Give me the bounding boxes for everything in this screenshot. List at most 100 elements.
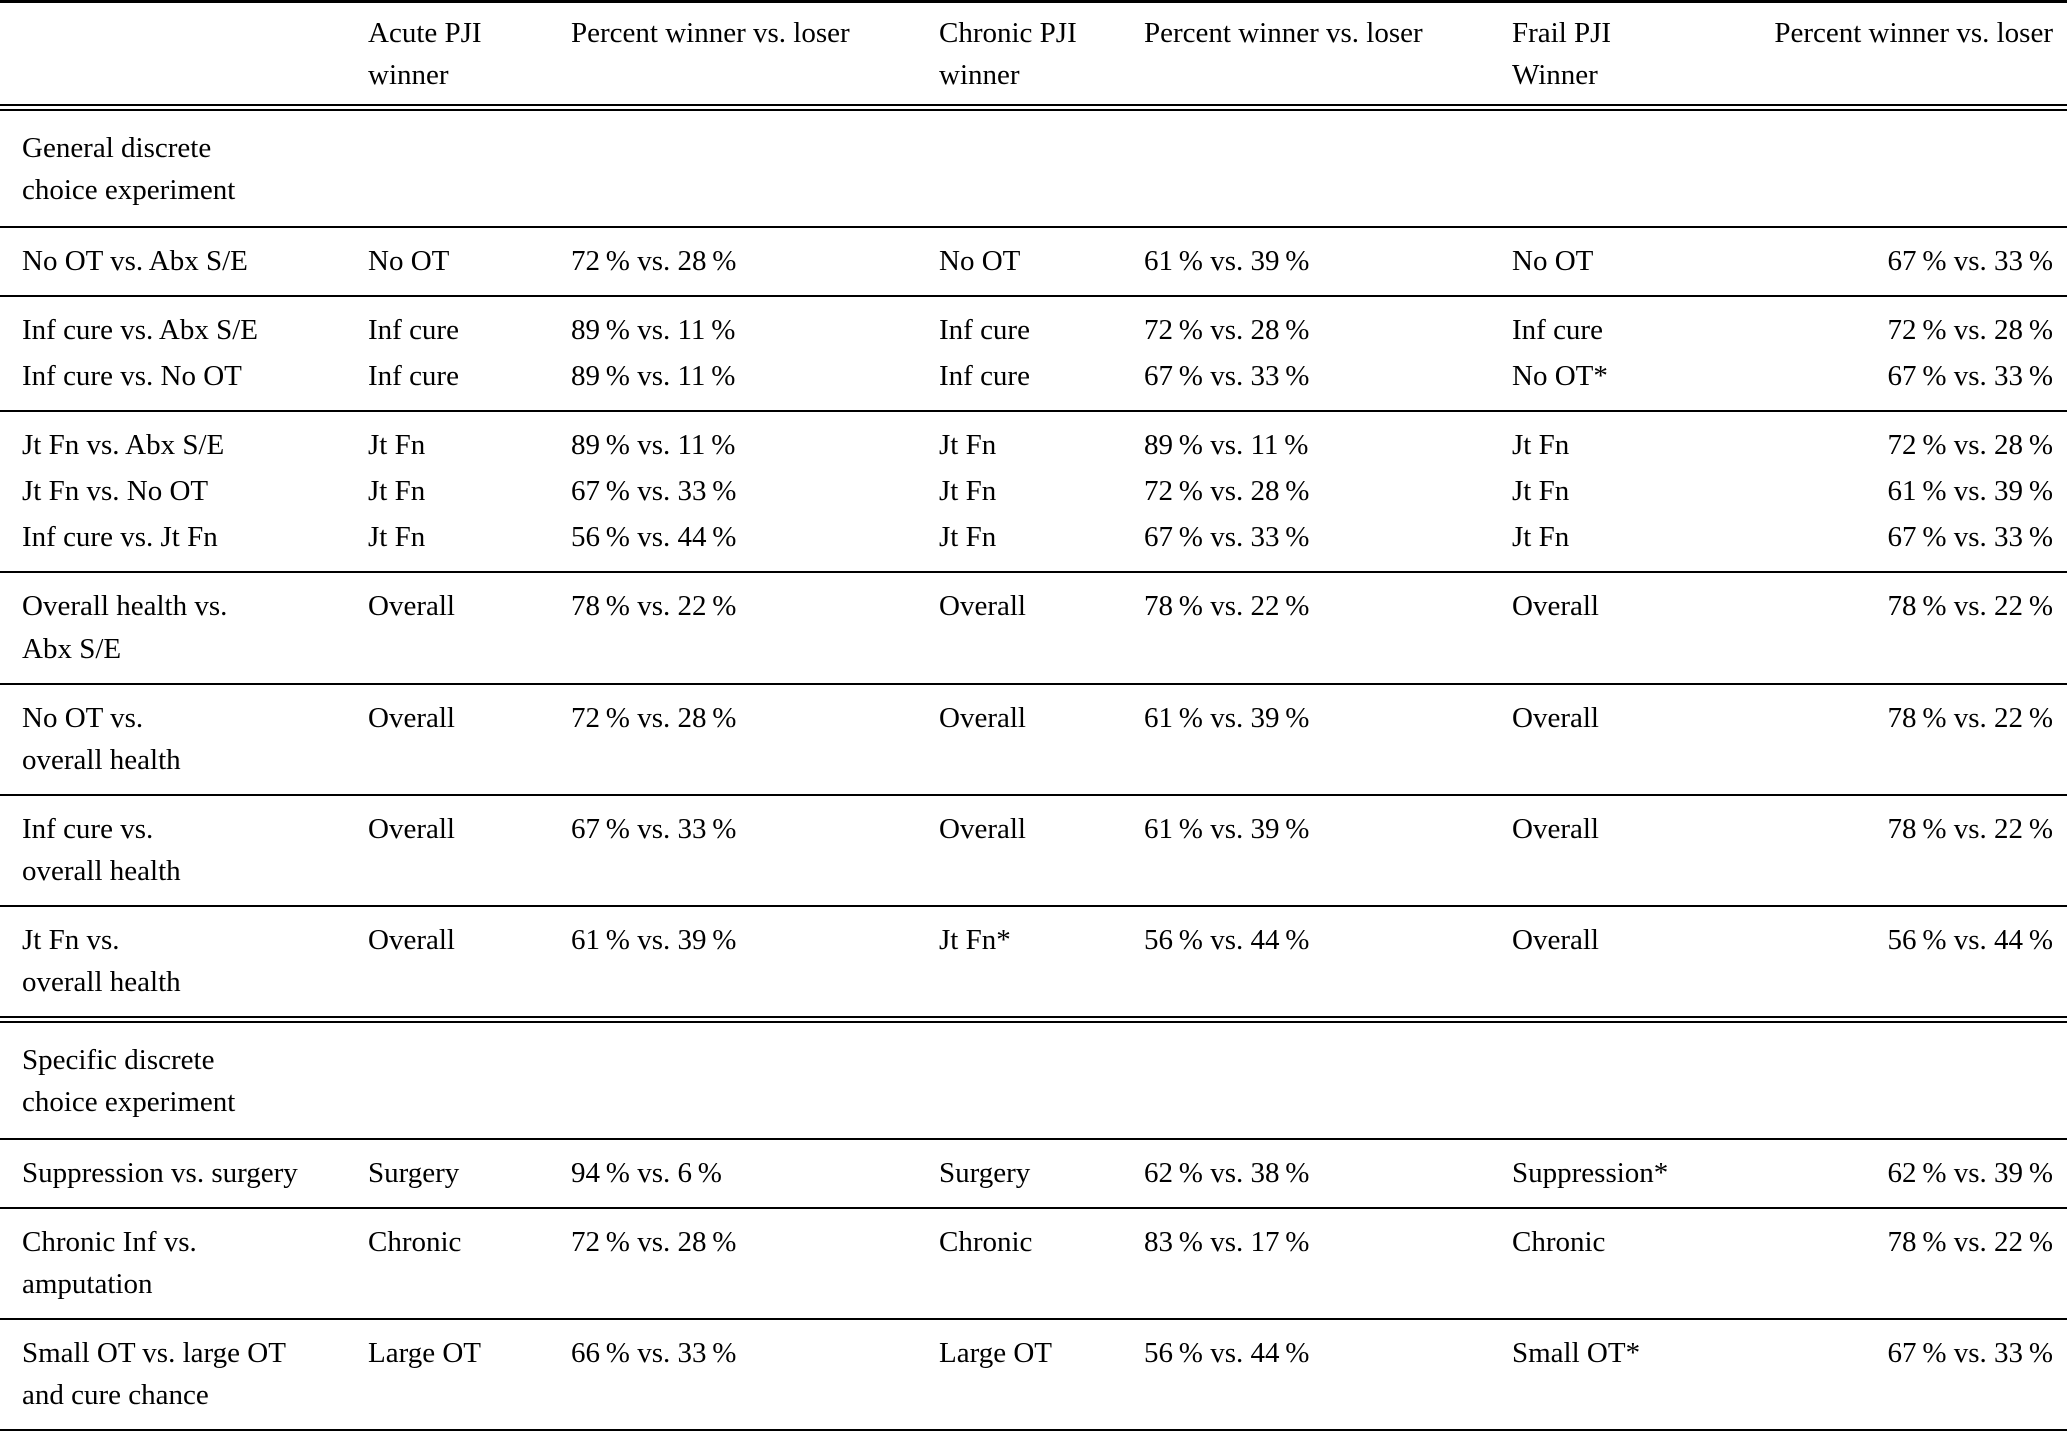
section-header-specific: Specific discrete choice experiment bbox=[0, 1019, 2067, 1140]
acute-percent-cell: 67 % vs. 33 % bbox=[571, 794, 939, 907]
acute-winner-cell: Chronic bbox=[368, 1207, 571, 1321]
frail-winner-cell: Chronic bbox=[1512, 1207, 1712, 1321]
chronic-percent-cell: 67 % vs. 33 % bbox=[1144, 514, 1512, 574]
chronic-winner-cell: Overall bbox=[939, 572, 1144, 685]
chronic-winner-cell: Overall bbox=[939, 683, 1144, 796]
frail-percent-cell: 78 % vs. 22 % bbox=[1712, 683, 2067, 796]
column-header-rowlabel bbox=[0, 1, 368, 112]
acute-winner-cell: Overall bbox=[368, 905, 571, 1023]
acute-percent-cell: 66 % vs. 33 % bbox=[571, 1319, 939, 1431]
acute-percent-cell: 72 % vs. 28 % bbox=[571, 1207, 939, 1321]
column-header-acute-winner: Acute PJI winner bbox=[368, 1, 571, 112]
acute-winner-cell: Surgery bbox=[368, 1138, 571, 1209]
chronic-winner-cell: Jt Fn* bbox=[939, 905, 1144, 1023]
acute-percent-cell: 89 % vs. 11 % bbox=[571, 353, 939, 413]
acute-percent-cell: 94 % vs. 6 % bbox=[571, 1138, 939, 1209]
row-label-cell: Jt Fn vs. overall health bbox=[0, 905, 368, 1023]
row-label-cell: Jt Fn vs. Abx S/E bbox=[22, 429, 225, 462]
table-row: Inf cure vs. No OT Inf cure 89 % vs. 11 … bbox=[0, 353, 2067, 413]
table-row: Chronic Inf vs. amputation Chronic 72 % … bbox=[0, 1207, 2067, 1321]
row-label-cell: Inf cure vs. Jt Fn bbox=[0, 514, 368, 574]
acute-winner-cell: Jt Fn bbox=[368, 475, 426, 508]
chronic-winner-cell: No OT bbox=[939, 227, 1144, 298]
chronic-winner-cell: Inf cure bbox=[939, 353, 1144, 413]
chronic-winner-cell: Jt Fn bbox=[939, 514, 1144, 574]
chronic-percent-cell: 83 % vs. 17 % bbox=[1144, 1207, 1512, 1321]
frail-winner-cell: Small OT* bbox=[1512, 1319, 1712, 1431]
acute-winner-cell: Inf cure bbox=[368, 353, 571, 413]
frail-percent-cell: 67 % vs. 33 % bbox=[1712, 514, 2067, 574]
frail-percent-cell: 72 % vs. 28 % bbox=[1887, 314, 2053, 347]
column-header-frail-winner: Frail PJI Winner bbox=[1512, 1, 1712, 112]
chronic-winner-cell: Jt Fn bbox=[939, 429, 997, 462]
table-row: Jt Fn vs. overall health Overall 61 % vs… bbox=[0, 905, 2067, 1023]
chronic-percent-cell: 56 % vs. 44 % bbox=[1144, 1319, 1512, 1431]
chronic-percent-cell: 89 % vs. 11 % bbox=[1144, 429, 1309, 462]
acute-percent-cell: 72 % vs. 28 % bbox=[571, 227, 939, 298]
row-label-cell: Inf cure vs. Abx S/E bbox=[22, 314, 258, 347]
frail-percent-cell: 72 % vs. 28 % bbox=[1887, 429, 2053, 462]
frail-percent-cell: 67 % vs. 33 % bbox=[1712, 227, 2067, 298]
acute-winner-cell: Jt Fn bbox=[368, 429, 426, 462]
chronic-percent-cell: 62 % vs. 38 % bbox=[1144, 1138, 1512, 1209]
section-title: General discrete choice experiment bbox=[0, 107, 2067, 229]
frail-winner-cell: Overall bbox=[1512, 572, 1712, 685]
frail-winner-cell: Jt Fn bbox=[1512, 475, 1570, 508]
chronic-percent-cell: 78 % vs. 22 % bbox=[1144, 572, 1512, 685]
row-label-cell: Small OT vs. large OT and cure chance bbox=[0, 1319, 368, 1431]
row-label-cell: No OT vs. Abx S/E bbox=[0, 227, 368, 298]
frail-winner-cell: Jt Fn bbox=[1512, 429, 1570, 462]
acute-winner-cell: Overall bbox=[368, 794, 571, 907]
table-row: Jt Fn vs. Abx S/E Jt Fn 89 % vs. 11 % Jt… bbox=[0, 411, 2067, 468]
frail-percent-cell: 61 % vs. 39 % bbox=[1887, 475, 2053, 508]
row-label-cell: Inf cure vs. overall health bbox=[0, 794, 368, 907]
row-label-cell: Overall health vs. Abx S/E bbox=[0, 572, 368, 685]
row-label-cell: Chronic Inf vs. amputation bbox=[0, 1207, 368, 1321]
table-row: Jt Fn vs. No OT Jt Fn 67 % vs. 33 % Jt F… bbox=[0, 468, 2067, 514]
acute-winner-cell: Overall bbox=[368, 572, 571, 685]
acute-percent-cell: 67 % vs. 33 % bbox=[571, 475, 737, 508]
acute-percent-cell: 56 % vs. 44 % bbox=[571, 514, 939, 574]
chronic-percent-cell: 61 % vs. 39 % bbox=[1144, 683, 1512, 796]
chronic-percent-cell: 56 % vs. 44 % bbox=[1144, 905, 1512, 1023]
frail-winner-cell: No OT* bbox=[1512, 353, 1712, 413]
acute-winner-cell: Overall bbox=[368, 683, 571, 796]
table-row: No OT vs. Abx S/E No OT 72 % vs. 28 % No… bbox=[0, 227, 2067, 298]
acute-percent-cell: 78 % vs. 22 % bbox=[571, 572, 939, 685]
frail-percent-cell: 56 % vs. 44 % bbox=[1712, 905, 2067, 1023]
acute-percent-cell: 89 % vs. 11 % bbox=[571, 429, 736, 462]
table-row: No OT vs. overall health Overall 72 % vs… bbox=[0, 683, 2067, 796]
frail-winner-cell: Jt Fn bbox=[1512, 514, 1712, 574]
acute-winner-cell: Large OT bbox=[368, 1319, 571, 1431]
frail-percent-cell: 67 % vs. 33 % bbox=[1712, 353, 2067, 413]
acute-percent-cell: 89 % vs. 11 % bbox=[571, 314, 736, 347]
frail-percent-cell: 78 % vs. 22 % bbox=[1712, 572, 2067, 685]
chronic-percent-cell: 61 % vs. 39 % bbox=[1144, 227, 1512, 298]
chronic-winner-cell: Large OT bbox=[939, 1319, 1144, 1431]
frail-percent-cell: 78 % vs. 22 % bbox=[1712, 794, 2067, 907]
chronic-percent-cell: 72 % vs. 28 % bbox=[1144, 475, 1310, 508]
chronic-winner-cell: Jt Fn bbox=[939, 475, 997, 508]
acute-winner-cell: No OT bbox=[368, 227, 571, 298]
chronic-winner-cell: Chronic bbox=[939, 1207, 1144, 1321]
column-header-chronic-percent: Percent winner vs. loser bbox=[1144, 1, 1512, 112]
chronic-percent-cell: 67 % vs. 33 % bbox=[1144, 353, 1512, 413]
frail-percent-cell: 67 % vs. 33 % bbox=[1712, 1319, 2067, 1431]
table-row: Small OT vs. large OT and cure chance La… bbox=[0, 1319, 2067, 1431]
acute-winner-cell: Jt Fn bbox=[368, 514, 571, 574]
frail-winner-cell: Overall bbox=[1512, 905, 1712, 1023]
frail-winner-cell: Overall bbox=[1512, 683, 1712, 796]
section-title: Specific discrete choice experiment bbox=[0, 1019, 2067, 1140]
header-row: Acute PJI winner Percent winner vs. lose… bbox=[0, 1, 2067, 112]
acute-percent-cell: 72 % vs. 28 % bbox=[571, 683, 939, 796]
column-header-chronic-winner: Chronic PJI winner bbox=[939, 1, 1144, 112]
table-row: Inf cure vs. overall health Overall 67 %… bbox=[0, 794, 2067, 907]
row-label-cell: Suppression vs. surgery bbox=[0, 1138, 368, 1209]
chronic-winner-cell: Surgery bbox=[939, 1138, 1144, 1209]
chronic-winner-cell: Overall bbox=[939, 794, 1144, 907]
chronic-percent-cell: 72 % vs. 28 % bbox=[1144, 314, 1310, 347]
acute-winner-cell: Inf cure bbox=[368, 314, 459, 347]
frail-percent-cell: 78 % vs. 22 % bbox=[1712, 1207, 2067, 1321]
frail-percent-cell: 62 % vs. 39 % bbox=[1712, 1138, 2067, 1209]
